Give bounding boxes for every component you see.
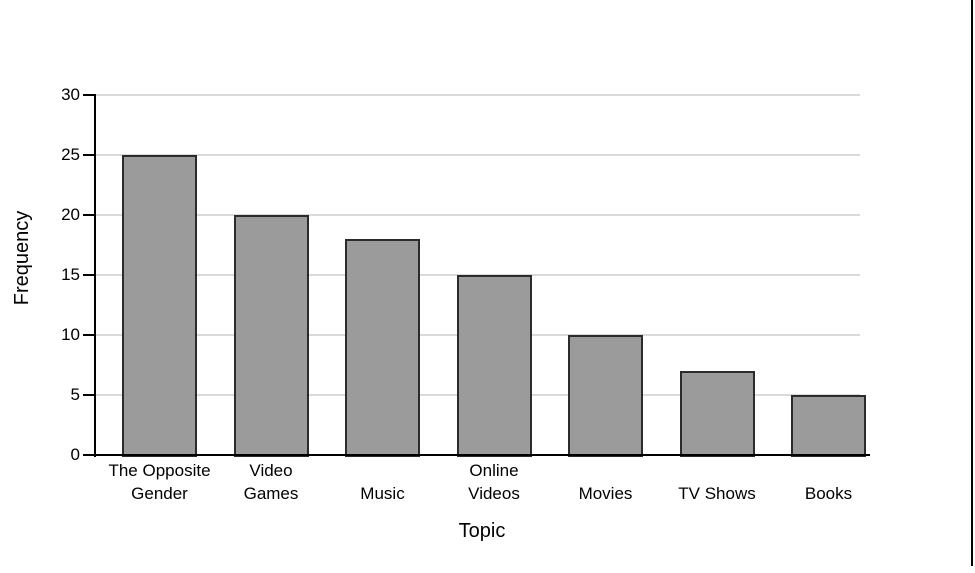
- x-category-label-line: Online: [469, 461, 519, 480]
- x-category-label: Online Videos: [419, 461, 569, 505]
- y-axis-line: [94, 94, 96, 457]
- y-tick-label: 20: [61, 205, 80, 224]
- x-category-label: TV Shows: [642, 462, 792, 505]
- y-axis-tick: [83, 334, 95, 336]
- x-category-label: Video Games: [196, 461, 346, 505]
- x-category-label: Books: [754, 462, 904, 505]
- x-category-label-line: Video: [249, 461, 293, 480]
- x-category-label-line: Books: [804, 484, 853, 503]
- x-category-label-line: Music: [360, 484, 405, 503]
- x-axis-title: Topic: [458, 520, 506, 542]
- x-category-label: The Opposite Gender: [85, 461, 235, 505]
- bar: [568, 335, 643, 457]
- y-axis-tick: [83, 214, 95, 216]
- page-right-edge-line: [971, 0, 973, 566]
- x-category-label-line: The Opposite: [108, 461, 211, 480]
- y-tick-label: 10: [61, 325, 80, 344]
- gridline: [95, 214, 860, 216]
- x-category-label-line: Videos: [468, 484, 520, 503]
- bar: [791, 395, 866, 457]
- y-tick-label: 30: [61, 85, 80, 104]
- x-category-label-line: Movies: [578, 484, 633, 503]
- bar: [679, 371, 755, 457]
- y-tick-label: 15: [61, 265, 80, 284]
- gridline: [95, 94, 860, 96]
- y-axis-tick: [83, 394, 95, 396]
- y-axis-tick: [83, 154, 95, 156]
- bar: [233, 215, 309, 457]
- gridline: [95, 154, 860, 156]
- y-axis-tick: [83, 274, 95, 276]
- x-category-label-line: TV Shows: [678, 484, 756, 503]
- x-axis-line: [94, 454, 870, 456]
- x-category-label: Movies: [531, 462, 681, 505]
- bar: [122, 155, 197, 457]
- y-axis-tick: [83, 94, 95, 96]
- y-tick-label: 0: [70, 445, 80, 464]
- x-category-label-line: Gender: [131, 484, 188, 503]
- bar: [456, 275, 532, 457]
- x-category-label-line: Games: [243, 484, 299, 503]
- x-category-label: Music: [308, 462, 458, 505]
- y-axis-tick: [83, 454, 95, 456]
- bar: [345, 239, 420, 457]
- y-tick-label: 5: [70, 385, 80, 404]
- y-tick-label: 25: [61, 145, 80, 164]
